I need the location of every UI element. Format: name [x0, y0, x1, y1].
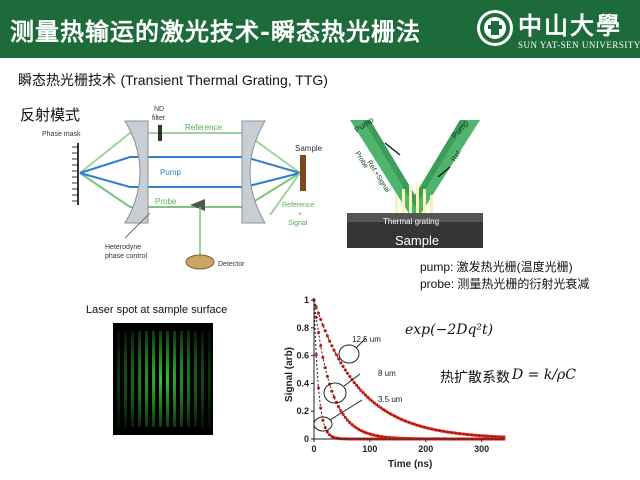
optical-setup-diagram: Phase mask ND filter Reference Pump Prob… [42, 106, 323, 270]
label-reference: Reference [185, 123, 222, 132]
y-tick-label: 0 [304, 434, 309, 444]
label-heterodyne-2: phase control [105, 253, 147, 260]
x-tick-label: 200 [418, 444, 433, 454]
probe-beam [79, 172, 301, 208]
x-tick-label: 300 [474, 444, 489, 454]
slide-title: 测量热输运的激光技术-瞬态热光栅法 [10, 17, 421, 46]
grating-arrow-right [437, 166, 451, 178]
label-probe: Probe [155, 197, 177, 206]
subtitle-en: (Transient Thermal Grating, TTG) [120, 72, 328, 88]
laser-spot-caption: Laser spot at sample surface [86, 304, 228, 316]
label-grating-sample: Sample [395, 233, 439, 248]
data-point [459, 432, 464, 436]
university-seal-icon [477, 10, 513, 46]
phase-mask-teeth [72, 146, 78, 202]
thermal-grating-band [347, 213, 483, 222]
x-tick-label: 100 [362, 444, 377, 454]
label-pump: Pump [160, 168, 181, 177]
label-nd-filter-1: ND [154, 106, 164, 113]
data-point [314, 353, 318, 357]
x-tick-label: 0 [311, 444, 316, 454]
y-tick-label: 1 [304, 295, 309, 305]
sample-block [300, 155, 306, 191]
laser-spot-image [113, 323, 213, 435]
university-logo-name: 中山大學 [518, 11, 622, 40]
annotation-ellipse-8 [323, 382, 347, 404]
grating-sample-block [347, 218, 483, 248]
grating-arrow-left [384, 142, 401, 156]
mode-label: 反射模式 [20, 106, 81, 124]
label-nd-filter-2: filter [152, 115, 166, 122]
label-detector: Detector [218, 261, 245, 268]
diffusivity-formula: D = k/ρC [512, 367, 576, 383]
pump-beam-lower [79, 172, 301, 188]
label-phase-mask: Phase mask [42, 131, 81, 138]
data-point [319, 344, 323, 348]
data-point [480, 434, 484, 438]
y-axis-label: Signal (arb) [284, 347, 295, 402]
annotation-leader-8 [343, 373, 361, 387]
label-thermal-grating: Thermal grating [383, 217, 439, 226]
reference-beam [79, 132, 301, 174]
label-ref-signal-2: + [298, 211, 302, 218]
label-heterodyne-1: Heterodyne [105, 244, 141, 251]
y-tick-label: 0.4 [296, 378, 309, 388]
data-point [484, 434, 488, 438]
diffusivity-label: 热扩散系数 [440, 369, 510, 385]
fit-curve-0 [313, 299, 504, 438]
label-grating-probe: Probe [353, 150, 369, 170]
lens-left [124, 120, 149, 224]
signal-decay-chart: 0 100 200 300 0 0.2 0.4 0.6 0.8 1 Time (ns) Signa… [284, 295, 506, 470]
thermal-grating-diagram: Thermal grating Sample Pump Pump Probe R… [347, 115, 483, 248]
y-tick-label: 0.8 [296, 323, 309, 333]
signal-beam [269, 172, 301, 216]
heterodyne-leader [124, 212, 151, 239]
university-logo-english: SUN YAT-SEN UNIVERSITY [518, 40, 640, 50]
data-point [491, 434, 495, 439]
y-tick-label: 0.6 [296, 351, 309, 361]
lens-right [241, 120, 266, 224]
label-sample: Sample [295, 144, 323, 153]
grating-fringes [395, 185, 433, 217]
y-tick-label: 0.2 [296, 406, 309, 416]
annotation-ellipse-12-5 [338, 344, 360, 364]
data-point [321, 355, 325, 360]
note-pump: pump: 激发热光栅(温度光栅) [420, 260, 573, 274]
slide-subtitle: 瞬态热光栅技术 (Transient Thermal Grating, TTG) [18, 70, 328, 90]
annotation-ellipse-3-5 [313, 416, 333, 432]
x-axis-label: Time (ns) [388, 459, 432, 470]
annotation-leader-3-5 [329, 399, 363, 421]
label-ref-signal-3: Signal [288, 220, 308, 227]
note-probe: probe: 测量热光栅的衍射光衰减 [420, 277, 590, 291]
grating-beams-inner [363, 120, 467, 207]
header-bar: 测量热输运的激光技术-瞬态热光栅法 中山大學 SUN YAT-SEN UNIVE… [0, 0, 640, 58]
heterodyne-plate [190, 199, 205, 211]
annotation-8: 8 um [378, 369, 396, 378]
pump-beam-upper [79, 156, 301, 174]
subtitle-cn: 瞬态热光栅技术 [18, 73, 116, 89]
annotation-12-5: 12.5 um [352, 335, 381, 344]
data-point [337, 405, 341, 409]
detector-icon [185, 254, 215, 270]
annotation-3-5: 3.5 um [378, 395, 403, 404]
nd-filter [158, 125, 162, 141]
decay-formula: exp(−2Dq²t) [405, 322, 494, 338]
annotation-leader-12-5 [355, 337, 367, 349]
label-ref-signal-1: Reference [282, 202, 314, 209]
